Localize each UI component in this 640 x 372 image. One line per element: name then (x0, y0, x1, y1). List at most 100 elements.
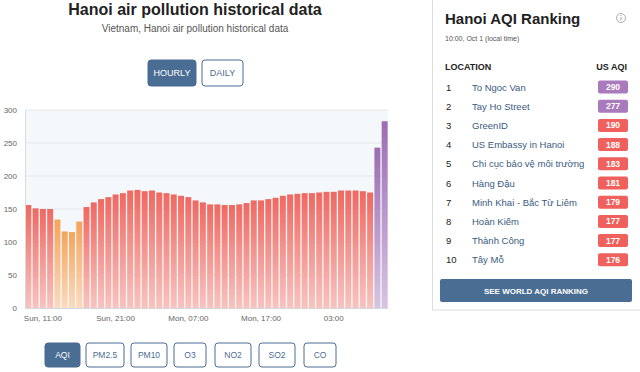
button-bg[interactable] (86, 343, 124, 367)
button-bg[interactable] (304, 343, 336, 367)
button-label[interactable]: HOURLY (154, 68, 191, 78)
grid-line (25, 110, 388, 111)
x-axis: Sun, 11:00Sun, 21:00Mon, 07:00Mon, 17:00… (24, 308, 389, 323)
bar (69, 232, 75, 308)
chart: 050100150200250300Sun, 11:00Sun, 21:00Mo… (4, 106, 389, 323)
aqi-value: 179 (606, 197, 620, 207)
y-tick-label: 200 (4, 172, 18, 181)
info-icon[interactable] (617, 14, 626, 23)
y-tick: 300 (4, 106, 25, 115)
grid-line (25, 176, 388, 177)
button-label[interactable]: DAILY (210, 68, 235, 78)
bar (273, 198, 279, 308)
page: Hanoi air pollution historical dataVietn… (0, 0, 640, 372)
pollutant-button[interactable]: O3 (174, 343, 206, 367)
rank-number: 8 (446, 216, 451, 227)
rank-number: 5 (446, 158, 451, 169)
pollutant-button[interactable]: SO2 (259, 343, 295, 367)
bar (287, 194, 293, 308)
aqi-badge (598, 119, 628, 132)
bar (98, 199, 104, 308)
location-link[interactable]: Tay Ho Street (472, 101, 530, 112)
bar (207, 204, 213, 308)
bar (178, 196, 184, 308)
y-axis-line (25, 111, 26, 309)
rank-number: 4 (446, 139, 451, 150)
aqi-badge (598, 157, 628, 170)
button-bg[interactable] (440, 279, 632, 302)
button-bg[interactable] (148, 60, 196, 86)
view-button[interactable]: HOURLY (148, 60, 196, 86)
x-tick-label: Mon, 07:00 (168, 314, 209, 323)
bar (222, 205, 228, 308)
location-link[interactable]: Minh Khai - Bắc Từ Liêm (472, 197, 577, 208)
bar (338, 191, 344, 308)
bar (382, 121, 388, 308)
location-link[interactable]: Hàng Đậu (472, 178, 515, 189)
info-dot[interactable] (620, 15, 621, 16)
bar (134, 190, 140, 308)
location-link[interactable]: Chi cục bảo vệ môi trường (472, 158, 584, 169)
button-label[interactable]: NO2 (224, 350, 242, 360)
x-tick: Sun, 11:00 (24, 308, 63, 323)
y-tick-label: 50 (8, 271, 17, 280)
ranking-time: 10:00, Oct 1 (local time) (445, 35, 519, 43)
aqi-value: 183 (606, 159, 620, 169)
bar (200, 202, 206, 308)
bar (62, 231, 68, 308)
ranking-panel: Hanoi AQI Ranking10:00, Oct 1 (local tim… (433, 0, 640, 310)
column-header: US AQI (596, 62, 627, 72)
x-tick-label: Sun, 21:00 (96, 314, 135, 323)
bar (40, 209, 46, 308)
location-link[interactable]: Thành Công (472, 235, 524, 246)
button-bg[interactable] (174, 343, 206, 367)
button-label[interactable]: SO2 (268, 350, 285, 360)
button-bg[interactable] (259, 343, 295, 367)
bar (171, 194, 177, 308)
info-circle[interactable] (617, 14, 626, 23)
aqi-value: 177 (606, 236, 620, 246)
column-header: LOCATION (445, 62, 491, 72)
button-label[interactable]: AQI (55, 350, 70, 360)
info-stem[interactable] (621, 17, 622, 21)
bar (316, 193, 322, 309)
bar (105, 197, 111, 308)
pollutant-button[interactable]: AQI (45, 343, 80, 367)
rank-number: 10 (446, 254, 457, 265)
location-link[interactable]: Hoàn Kiếm (472, 216, 519, 227)
button-bg[interactable] (215, 343, 251, 367)
button-bg[interactable] (131, 343, 167, 367)
pollutant-button[interactable]: PM2.5 (86, 343, 124, 367)
view-button[interactable]: DAILY (202, 60, 243, 86)
bar (127, 191, 133, 308)
pollutant-button[interactable]: CO (304, 343, 336, 367)
rank-number: 1 (446, 82, 451, 93)
world-ranking-button[interactable]: SEE WORLD AQI RANKING (440, 279, 632, 302)
pollutant-button[interactable]: PM10 (131, 343, 167, 367)
x-tick-label: 03:00 (324, 314, 345, 323)
location-link[interactable]: Tây Mỗ (472, 254, 504, 265)
y-tick: 250 (4, 139, 25, 148)
button-label[interactable]: O3 (184, 350, 196, 360)
y-tick-label: 100 (4, 238, 18, 247)
pollutant-button[interactable]: NO2 (215, 343, 251, 367)
bar (142, 191, 148, 308)
button-bg[interactable] (45, 343, 80, 367)
button-label[interactable]: PM2.5 (93, 350, 118, 360)
view-buttons: HOURLY DAILY (148, 60, 243, 86)
button-bg[interactable] (202, 60, 243, 86)
y-tick-label: 300 (4, 106, 18, 115)
y-tick: 0 (13, 304, 25, 313)
bar (113, 194, 119, 308)
button-label[interactable]: SEE WORLD AQI RANKING (484, 287, 588, 296)
bar (149, 191, 155, 308)
bar (309, 193, 315, 308)
location-link[interactable]: GreenID (472, 120, 508, 131)
location-link[interactable]: US Embassy in Hanoi (472, 139, 564, 150)
plot-background (25, 110, 388, 308)
bar (294, 194, 300, 308)
bar (156, 193, 162, 309)
location-link[interactable]: To Ngoc Van (472, 82, 526, 93)
button-label[interactable]: CO (314, 350, 327, 360)
button-label[interactable]: PM10 (138, 350, 160, 360)
